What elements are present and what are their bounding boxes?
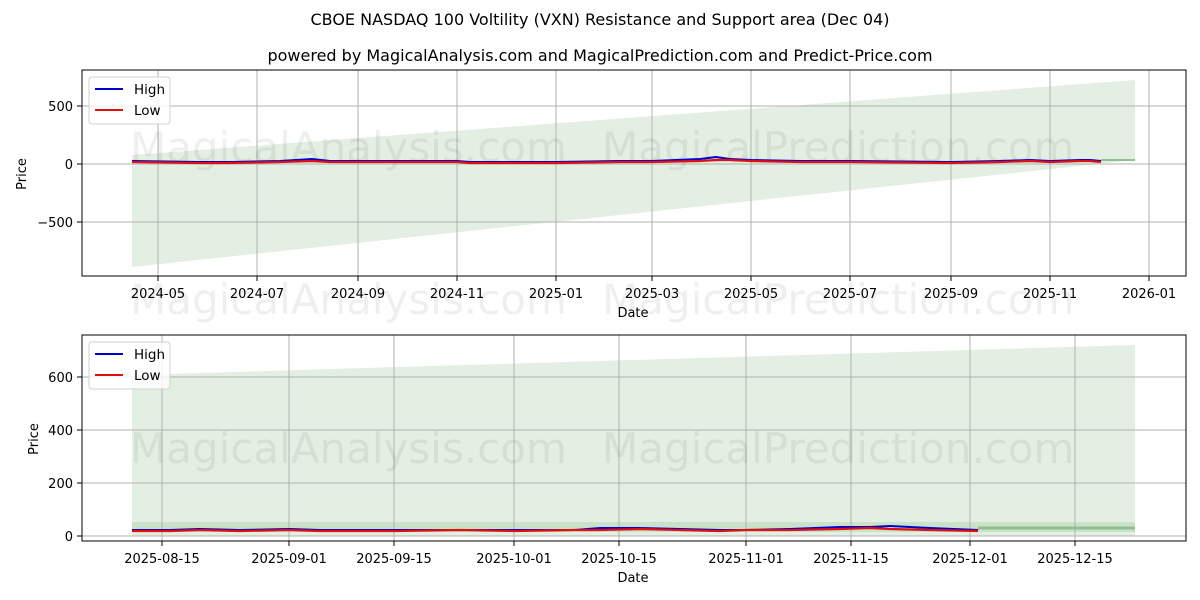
y-axis-label: Price: [15, 158, 30, 190]
legend-low-label: Low: [134, 103, 161, 119]
x-tick-label: 2025-11-15: [813, 552, 889, 567]
top-band-area: [132, 80, 1135, 267]
bottom-band-area: [132, 345, 1135, 536]
y-axis-label: Price: [27, 423, 42, 455]
watermark-text: MagicalAnalysis.com: [130, 275, 567, 324]
y-tick-label: 0: [65, 158, 73, 173]
x-tick-label: 2024-11: [430, 287, 484, 302]
bottom-chart: MagicalAnalysis.com MagicalPrediction.co…: [27, 334, 1187, 586]
x-tick-label: 2025-11-01: [708, 552, 784, 567]
x-tick-label: 2025-11: [1023, 287, 1077, 302]
bottom-grid: [82, 335, 1186, 541]
x-tick-label: 2025-12-15: [1037, 552, 1113, 567]
x-axis-label: Date: [617, 306, 648, 321]
watermark-text: MagicalAnalysis.com: [130, 424, 567, 473]
watermark-text: MagicalPrediction.com: [602, 424, 1075, 473]
x-tick-label: 2024-05: [131, 287, 185, 302]
y-tick-label: 400: [48, 424, 73, 439]
top-chart: MagicalAnalysis.com MagicalPrediction.co…: [15, 69, 1187, 324]
x-axis-label: Date: [617, 571, 648, 586]
x-tick-label: 2024-07: [230, 287, 284, 302]
y-tick-label: 0: [65, 530, 73, 545]
x-tick-label: 2025-08-15: [124, 552, 200, 567]
x-tick-label: 2025-12-01: [932, 552, 1008, 567]
y-tick-label: 500: [48, 100, 73, 115]
x-tick-label: 2024-09: [331, 287, 385, 302]
top-legend: High Low: [88, 76, 171, 125]
x-tick-label: 2025-05: [724, 287, 778, 302]
watermark-text: MagicalAnalysis.com: [130, 123, 567, 172]
bottom-legend: High Low: [88, 341, 171, 390]
x-tick-label: 2025-09-01: [251, 552, 327, 567]
y-tick-label: 200: [48, 477, 73, 492]
top-grid: [82, 70, 1186, 276]
x-tick-label: 2025-01: [529, 287, 583, 302]
watermark-text: MagicalPrediction.com: [602, 123, 1075, 172]
y-tick-label: −500: [37, 216, 73, 231]
x-tick-label: 2025-10-15: [581, 552, 657, 567]
x-tick-label: 2026-01: [1122, 287, 1176, 302]
top-low-line: [131, 158, 1102, 165]
legend-high-label: High: [134, 82, 165, 98]
y-tick-label: 600: [48, 371, 73, 386]
watermark-text: MagicalPrediction.com: [602, 275, 1075, 324]
bottom-low-line: [132, 526, 979, 533]
x-tick-label: 2025-07: [823, 287, 877, 302]
x-tick-label: 2025-09-15: [356, 552, 432, 567]
chart-title: CBOE NASDAQ 100 Voltility (VXN) Resistan…: [310, 10, 890, 29]
legend-low-label: Low: [134, 368, 161, 384]
chart-subtitle: powered by MagicalAnalysis.com and Magic…: [267, 46, 933, 65]
legend-high-label: High: [134, 347, 165, 363]
x-tick-label: 2025-03: [625, 287, 679, 302]
x-tick-label: 2025-09: [924, 287, 978, 302]
x-tick-label: 2025-10-01: [476, 552, 552, 567]
